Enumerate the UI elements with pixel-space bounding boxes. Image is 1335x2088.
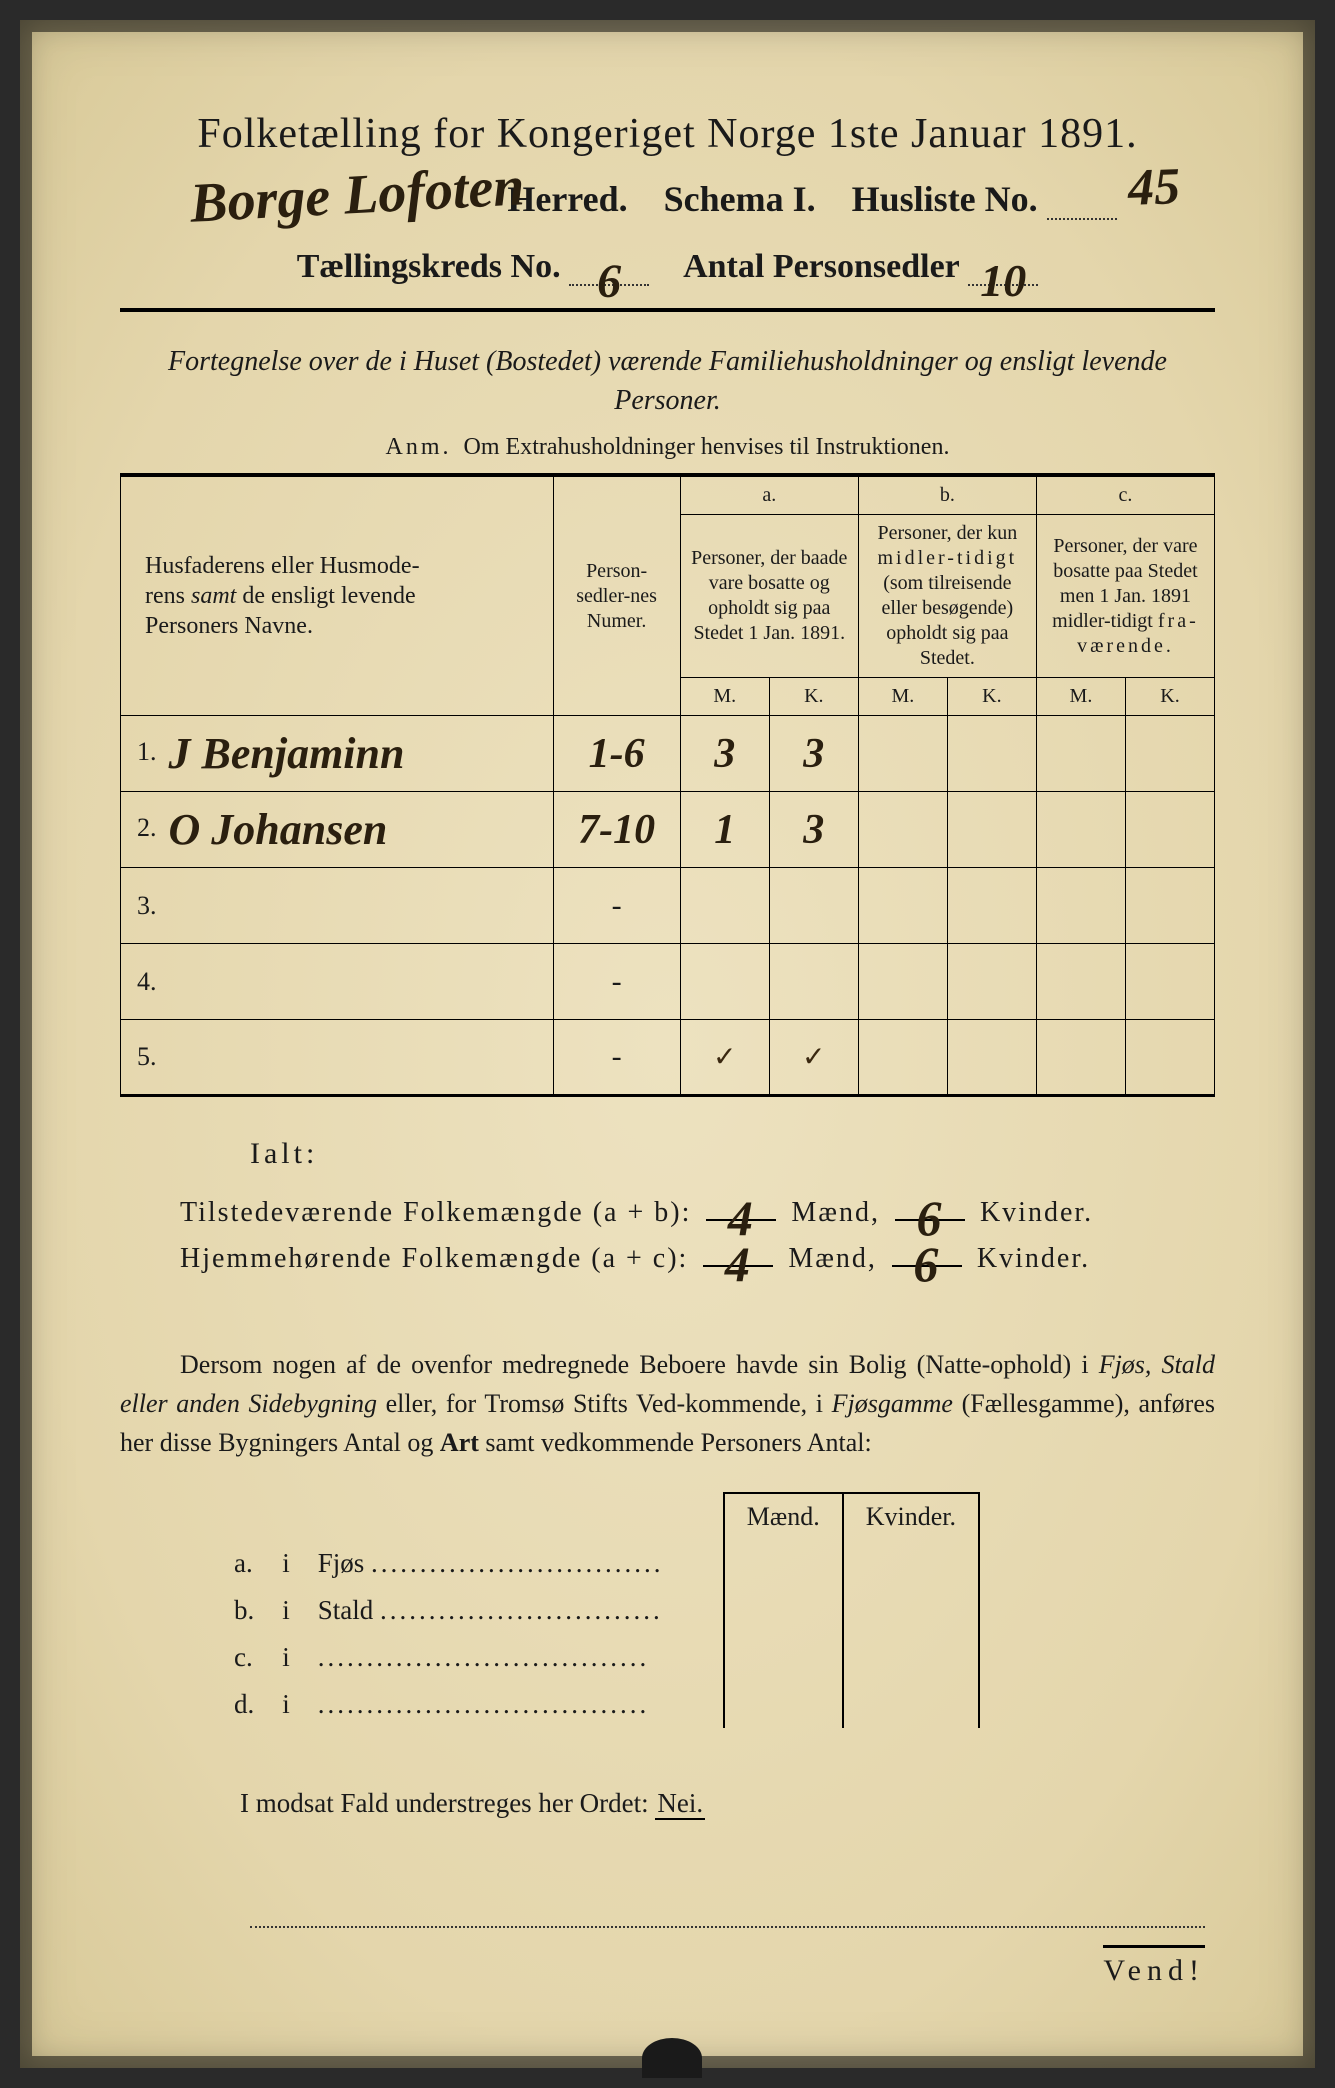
schema-label: Schema I.	[664, 179, 816, 219]
b-k: K.	[947, 678, 1036, 716]
divider-1	[120, 308, 1215, 312]
a-k: K.	[769, 678, 858, 716]
nei-word: Nei.	[655, 1788, 705, 1820]
main-table: Husfaderens eller Husmode-rens samt de e…	[120, 473, 1215, 1097]
col-c-label: c.	[1036, 475, 1214, 515]
c-m: M.	[1036, 678, 1125, 716]
kreds-handwritten: 6	[597, 255, 621, 308]
c-k: K.	[1125, 678, 1214, 716]
husliste-handwritten: 45	[1127, 157, 1181, 218]
table-row: 1.J Benjaminn 1-6 3 3	[121, 716, 1215, 792]
paragraph: Dersom nogen af de ovenfor medregnede Be…	[120, 1345, 1215, 1462]
building-row: c. i ..................................	[220, 1634, 979, 1681]
anm-line: Anm. Om Extrahusholdninger henvises til …	[120, 434, 1215, 461]
building-row: d. i ..................................	[220, 1681, 979, 1728]
table-row: 2.O Johansen 7-10 1 3	[121, 792, 1215, 868]
subtitle: Fortegnelse over de i Huset (Bostedet) v…	[120, 342, 1215, 420]
totals-line-2: Hjemmehørende Folkemængde (a + c): 4 Mæn…	[180, 1243, 1215, 1275]
totals-line-1: Tilstedeværende Folkemængde (a + b): 4 M…	[180, 1197, 1215, 1229]
l2-k-hw: 6	[913, 1235, 940, 1293]
antal-label: Antal Personsedler	[683, 248, 960, 285]
col-a-desc: Personer, der baade vare bosatte og opho…	[680, 515, 858, 678]
table-row: 3. -	[121, 868, 1215, 944]
col-a-label: a.	[680, 475, 858, 515]
header-line-2: Borge Lofoten Herred. Schema I. Husliste…	[120, 178, 1215, 220]
bt-maend: Mænd.	[724, 1493, 843, 1540]
building-row: a. i Fjøs ..............................	[220, 1540, 979, 1587]
nei-line: I modsat Fald understreges her Ordet: Ne…	[240, 1788, 1215, 1819]
table-row: 5. - ✓ ✓	[121, 1020, 1215, 1096]
dotted-line	[250, 1926, 1205, 1928]
col-b-label: b.	[858, 475, 1036, 515]
a-m: M.	[680, 678, 769, 716]
herred-handwritten: Borge Lofoten	[189, 154, 526, 235]
kreds-label: Tællingskreds No.	[297, 248, 561, 285]
antal-handwritten: 10	[980, 255, 1026, 306]
table-row: 4. -	[121, 944, 1215, 1020]
building-table: Mænd. Kvinder. a. i Fjøs ...............…	[220, 1492, 980, 1728]
header-line-3: Tællingskreds No. 6 Antal Personsedler 1…	[120, 248, 1215, 286]
b-m: M.	[858, 678, 947, 716]
census-form-page: Folketælling for Kongeriget Norge 1ste J…	[20, 20, 1315, 2068]
col-b-desc: Personer, der kun midler-tidigt (som til…	[858, 515, 1036, 678]
ialt-label: Ialt:	[250, 1137, 1215, 1171]
husliste-label: Husliste No.	[852, 179, 1038, 219]
l2-m-hw: 4	[725, 1235, 752, 1293]
col-num-header: Person-sedler-nes Numer.	[553, 475, 680, 716]
main-title: Folketælling for Kongeriget Norge 1ste J…	[120, 110, 1215, 158]
col-c-desc: Personer, der vare bosatte paa Stedet me…	[1036, 515, 1214, 678]
bt-kvinder: Kvinder.	[843, 1493, 979, 1540]
building-row: b. i Stald .............................	[220, 1587, 979, 1634]
vend-label: Vend!	[1103, 1945, 1205, 1988]
col-name-header: Husfaderens eller Husmode-rens samt de e…	[121, 475, 554, 716]
hole-punch	[642, 2038, 702, 2078]
